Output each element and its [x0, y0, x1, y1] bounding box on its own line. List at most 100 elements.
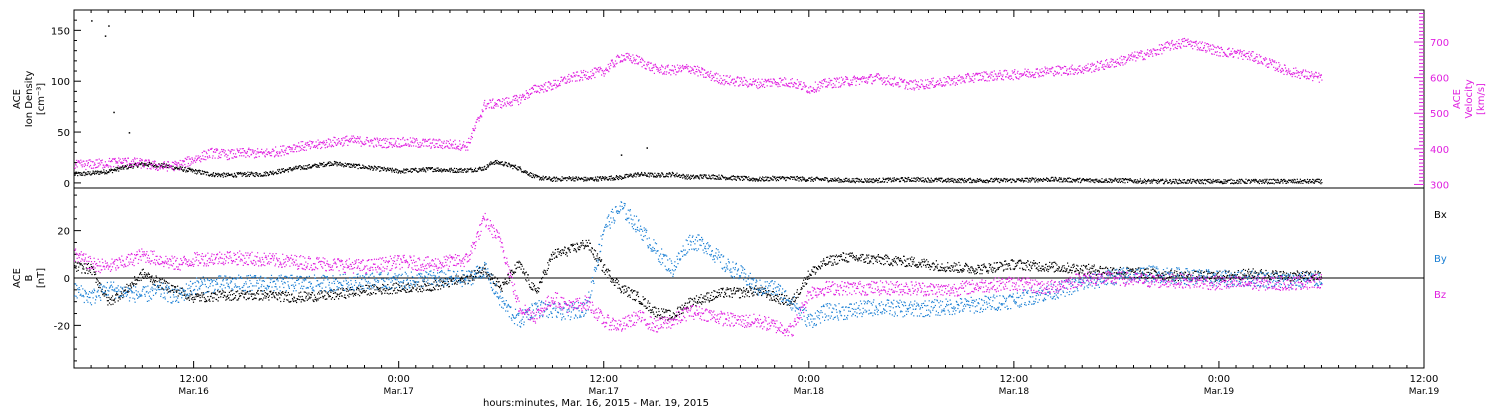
density-series-point [154, 166, 156, 168]
velocity-series-point [867, 78, 869, 80]
velocity-series-point [1174, 46, 1176, 48]
velocity-series-point [674, 66, 676, 68]
density-series-point [1276, 179, 1278, 181]
density-series-point [1263, 181, 1265, 184]
density-series-point [1159, 180, 1161, 182]
velocity-series-point [341, 138, 343, 140]
velocity-series-point [530, 87, 532, 89]
velocity-series-point [339, 140, 341, 142]
velocity-series-point [684, 66, 686, 68]
velocity-series-point [94, 162, 96, 164]
velocity-series-point [1208, 48, 1210, 50]
density-series-point [269, 171, 271, 173]
velocity-series-point [289, 147, 291, 149]
density-series-point [875, 178, 877, 180]
density-series-point [844, 179, 846, 181]
density-series-point [979, 178, 981, 180]
velocity-series-point [441, 145, 443, 147]
density-series-point [110, 168, 112, 170]
velocity-series-point [252, 152, 255, 154]
density-series-point [784, 176, 786, 179]
velocity-series-point [302, 149, 304, 151]
velocity-series-point [211, 157, 214, 159]
density-series-point [869, 180, 871, 182]
velocity-series-point [189, 164, 191, 167]
velocity-series-point [1029, 71, 1031, 73]
velocity-series-point [1046, 71, 1048, 73]
density-series-point [1057, 180, 1059, 182]
density-series-point [827, 179, 829, 181]
velocity-series-point [347, 140, 349, 142]
velocity-series-point [973, 75, 975, 77]
velocity-series-point [556, 86, 559, 88]
velocity-series-point [324, 144, 326, 146]
velocity-series-point [287, 146, 289, 148]
velocity-series-point [327, 145, 329, 147]
density-series-point [1139, 178, 1141, 180]
velocity-series-point [1011, 77, 1013, 79]
velocity-series-point [380, 144, 382, 147]
velocity-series-point [1239, 51, 1241, 53]
density-series-point [613, 179, 615, 181]
velocity-series-point [170, 165, 173, 167]
velocity-series-point [274, 155, 276, 157]
x-tick-label-date: Mar.18 [794, 387, 825, 397]
density-series-point [774, 176, 776, 178]
density-series-point [270, 173, 273, 175]
velocity-series-point [1122, 64, 1124, 66]
density-series-point [422, 167, 424, 169]
velocity-series-point [582, 79, 584, 81]
density-series-point [425, 171, 427, 173]
density-series-point [267, 173, 269, 175]
velocity-series-point [978, 79, 980, 81]
velocity-series-point [789, 86, 791, 88]
density-series-point [189, 167, 191, 169]
velocity-series-point [1018, 73, 1020, 75]
density-series-point [1313, 182, 1315, 184]
density-series-point [846, 177, 848, 179]
velocity-series-point [254, 150, 256, 152]
velocity-series-point [413, 138, 416, 140]
velocity-series-point [763, 80, 765, 83]
density-series-point [543, 179, 545, 181]
velocity-series-point [797, 87, 799, 89]
velocity-series-point [387, 138, 389, 140]
velocity-series-point [665, 66, 667, 68]
density-series-point [605, 178, 607, 180]
velocity-series-point [189, 158, 192, 160]
velocity-series-point [96, 159, 98, 161]
velocity-series-point [903, 81, 905, 83]
velocity-series-point [206, 153, 208, 155]
density-series-point [1048, 179, 1050, 181]
density-series-point [675, 173, 677, 176]
density-series-point [469, 168, 471, 170]
velocity-series-point [549, 82, 551, 84]
velocity-series-point [415, 145, 417, 147]
velocity-series-point [398, 143, 400, 145]
velocity-series-point [884, 80, 886, 82]
density-series-point [1204, 178, 1206, 181]
density-series-point [1170, 180, 1172, 182]
velocity-series-point [377, 140, 379, 142]
density-series-point [442, 169, 444, 171]
density-series-point [252, 174, 254, 176]
velocity-series-point [1180, 47, 1182, 49]
velocity-series-point [564, 76, 566, 78]
velocity-series-point [590, 71, 592, 73]
density-series-point [302, 168, 304, 170]
velocity-series-point [716, 80, 719, 82]
density-series-point [516, 169, 519, 171]
velocity-series-point [1053, 75, 1055, 77]
density-series-point [1250, 181, 1252, 183]
density-series-point [858, 178, 861, 180]
velocity-series-point [440, 145, 442, 147]
velocity-series-point [766, 80, 768, 82]
density-series-point [1318, 181, 1320, 183]
density-series-point [764, 179, 766, 181]
density-series-point [466, 168, 468, 170]
velocity-series-point [1038, 74, 1040, 77]
velocity-series-point [1028, 72, 1030, 74]
density-series-point [217, 172, 219, 174]
density-series-point [1019, 179, 1022, 181]
velocity-series-point [94, 164, 96, 166]
